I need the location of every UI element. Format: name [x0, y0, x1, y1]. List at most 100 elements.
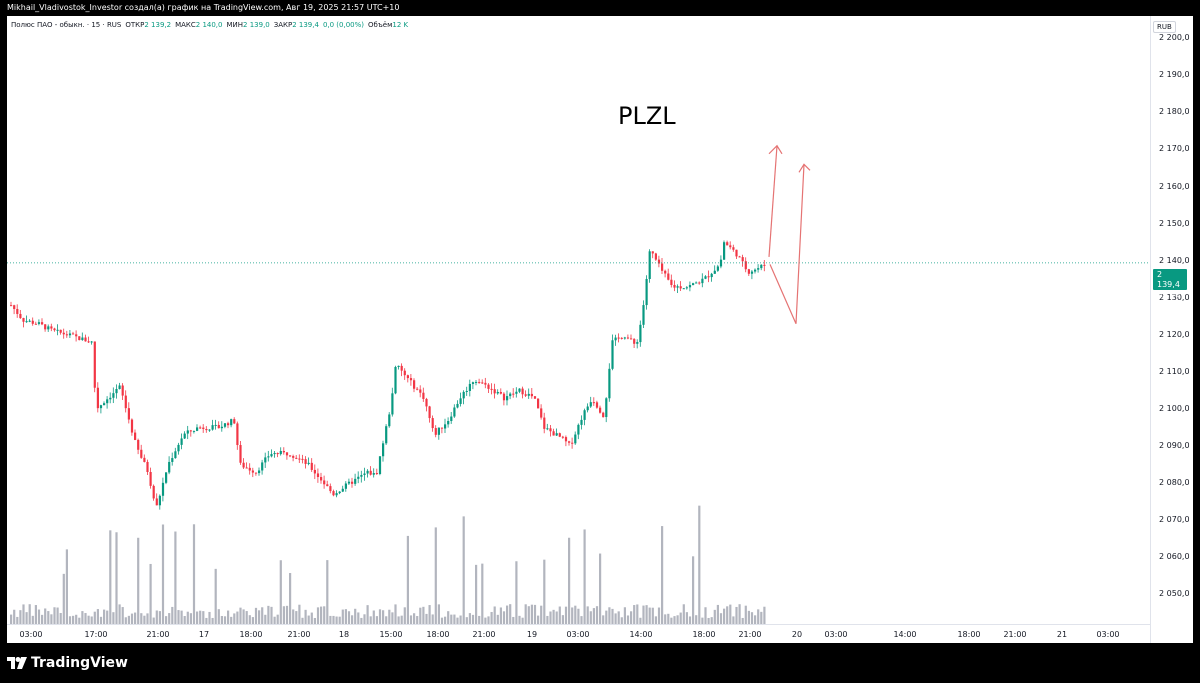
- volume-bar: [413, 613, 416, 624]
- candle-body: [642, 305, 645, 325]
- time-axis[interactable]: 03:00 17:00 21:00 17 18:00 21:00 18 15:00 18:00 2…: [7, 624, 1150, 643]
- up-arrow-head: [768, 144, 783, 155]
- volume-bar: [335, 616, 338, 624]
- volume-bar: [586, 606, 589, 624]
- candle-body: [744, 261, 747, 270]
- volume-bar: [68, 616, 72, 624]
- volume-bar: [298, 604, 301, 624]
- candle-body: [344, 483, 347, 489]
- volume-bar: [626, 615, 630, 624]
- candle-body: [115, 389, 118, 394]
- candle-body: [400, 365, 403, 371]
- time-tick-label: 18:00: [957, 630, 981, 639]
- volume-bar: [741, 617, 744, 624]
- volume-bar: [168, 613, 171, 624]
- price-axis[interactable]: 2 200,0 2 190,0 2 180,0 2 170,0 2 160,0 2 150…: [1150, 16, 1193, 643]
- volume-bar: [121, 607, 124, 624]
- candle-body: [375, 473, 378, 475]
- candle-body: [685, 287, 688, 289]
- volume-bar: [304, 609, 307, 624]
- volume-bar: [732, 616, 735, 624]
- volume-bar: [440, 617, 444, 624]
- candle-body: [636, 342, 639, 344]
- candle-body: [695, 282, 698, 284]
- volume-bar: [400, 615, 403, 624]
- price-tick-label: 2 170,0: [1159, 144, 1190, 154]
- volume-bar: [558, 606, 561, 624]
- candle-body: [56, 329, 59, 331]
- time-tick-label: 03:00: [19, 630, 43, 639]
- price-tick-label: 2 060,0: [1159, 552, 1190, 562]
- candle-body: [456, 403, 459, 408]
- candle-body: [298, 458, 301, 460]
- price-chart[interactable]: [7, 16, 1150, 624]
- volume-bar: [289, 573, 292, 624]
- volume-bar: [192, 524, 196, 624]
- legend-low-label: МИН: [226, 21, 244, 29]
- volume-bar: [75, 614, 78, 624]
- candle-body: [608, 368, 611, 399]
- volume-bar: [199, 610, 202, 624]
- volume-bar: [564, 606, 568, 624]
- chart-area[interactable]: Полюс ПАО - обыкн. · 15 · RUS ОТКР2 139,2…: [7, 16, 1193, 643]
- volume-bar: [134, 612, 137, 624]
- volume-bar: [47, 611, 50, 624]
- volume-bar: [357, 612, 360, 624]
- candle-body: [130, 419, 134, 433]
- volume-bar: [636, 604, 639, 624]
- volume-bar: [716, 604, 719, 624]
- candle-body: [406, 375, 409, 379]
- candle-body: [388, 414, 391, 427]
- candle-body: [313, 469, 316, 474]
- candle-body: [763, 264, 766, 266]
- volume-bar: [645, 605, 648, 624]
- candle-body: [31, 320, 34, 324]
- candle-body: [227, 423, 230, 426]
- volume-bar: [422, 606, 425, 624]
- candle-body: [149, 471, 152, 486]
- candle-body: [90, 341, 93, 343]
- volume-bar: [37, 609, 41, 624]
- candle-body: [143, 457, 146, 462]
- time-tick-label: 21:00: [738, 630, 762, 639]
- candle-body: [357, 476, 360, 479]
- volume-bar: [53, 607, 56, 624]
- volume-bar: [273, 616, 276, 624]
- candle-body: [174, 451, 177, 459]
- volume-bar: [657, 607, 661, 624]
- candle-body: [481, 382, 484, 384]
- legend-symbol[interactable]: Полюс ПАО - обыкн. · 15 · RUS: [11, 21, 122, 29]
- candle-body: [360, 474, 363, 477]
- volume-bar: [103, 609, 106, 624]
- volume-bar: [465, 617, 468, 624]
- candle-body: [692, 283, 695, 286]
- volume-bar: [264, 614, 267, 624]
- candle-body: [103, 403, 106, 406]
- volume-bar: [543, 559, 546, 624]
- candle-body: [323, 480, 326, 485]
- volume-bar: [444, 616, 447, 624]
- candle-body: [335, 493, 338, 496]
- candle-body: [233, 419, 236, 424]
- currency-badge[interactable]: RUB: [1153, 21, 1176, 33]
- volume-bar: [96, 609, 99, 624]
- candle-body: [338, 491, 341, 494]
- candle-body: [41, 322, 44, 325]
- candle-body: [688, 285, 692, 288]
- volume-bar: [533, 604, 537, 624]
- volume-bar: [450, 614, 453, 624]
- volume-bar: [512, 616, 515, 624]
- volume-bar: [254, 607, 258, 624]
- time-tick-label: 17:00: [84, 630, 108, 639]
- candle-body: [292, 456, 295, 458]
- volume-bar: [394, 604, 397, 624]
- candle-body: [186, 430, 189, 434]
- volume-bar: [530, 604, 533, 624]
- candle-body: [750, 271, 754, 274]
- candle-body: [214, 424, 217, 426]
- volume-bar: [546, 615, 549, 624]
- volume-bar: [695, 615, 698, 624]
- volume-bar: [310, 612, 313, 624]
- time-tick-label: 15:00: [379, 630, 403, 639]
- candle-body: [251, 470, 254, 473]
